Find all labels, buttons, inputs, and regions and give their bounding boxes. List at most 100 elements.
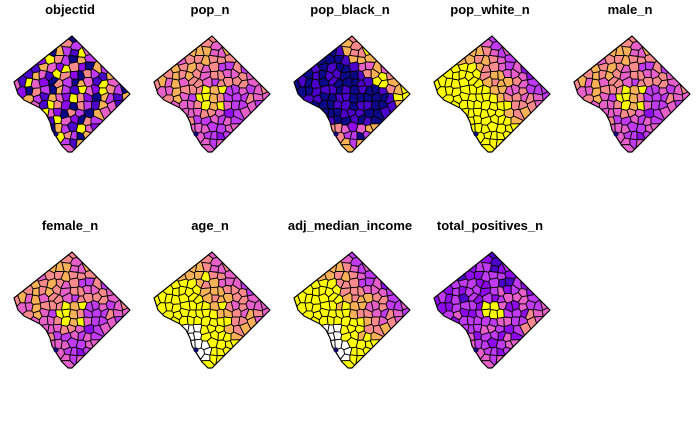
census-tract xyxy=(229,339,270,368)
census-tract xyxy=(519,36,550,75)
map-panel: total_positives_n xyxy=(420,216,560,432)
census-tract xyxy=(161,107,190,134)
census-tract xyxy=(392,308,404,318)
dc-boundary xyxy=(573,35,691,153)
census-tract xyxy=(326,315,335,326)
census-tract xyxy=(502,346,537,368)
census-tract xyxy=(306,36,339,58)
census-tract xyxy=(222,130,257,152)
dc-boundary xyxy=(153,251,271,369)
census-tract xyxy=(252,92,264,102)
census-tract xyxy=(496,308,505,319)
choropleth-map xyxy=(433,35,551,153)
census-tract xyxy=(259,282,270,311)
census-tract xyxy=(89,123,130,152)
map-panel: pop_white_n xyxy=(420,0,560,216)
choropleth-map xyxy=(573,35,691,153)
census-tract xyxy=(362,346,397,368)
census-tract xyxy=(488,61,500,73)
census-tract xyxy=(294,123,336,152)
dc-boundary xyxy=(293,35,411,153)
census-tract xyxy=(14,316,41,359)
island-tract xyxy=(473,347,479,353)
census-tract xyxy=(635,139,667,152)
census-tract xyxy=(52,252,74,264)
census-tract xyxy=(606,99,615,110)
census-tract xyxy=(466,315,475,326)
map-panel: male_n xyxy=(560,0,700,216)
census-tract xyxy=(495,355,527,368)
map-panel: objectid xyxy=(0,0,140,216)
census-tract xyxy=(229,123,270,152)
census-tract xyxy=(452,131,486,152)
census-tract xyxy=(192,36,214,48)
census-tract xyxy=(14,310,34,342)
census-tract xyxy=(379,36,410,75)
census-tract xyxy=(434,40,454,79)
census-tract xyxy=(215,355,247,368)
choropleth-map xyxy=(153,35,271,153)
census-tract xyxy=(192,331,203,341)
census-tract xyxy=(294,40,314,79)
census-tract xyxy=(434,256,454,295)
census-tract xyxy=(76,308,85,319)
panel-title: pop_n xyxy=(190,2,230,17)
census-tract xyxy=(294,316,321,359)
census-tract xyxy=(178,360,219,368)
census-tract xyxy=(489,130,498,141)
island-tract xyxy=(473,131,479,137)
panel-title: male_n xyxy=(607,2,653,17)
census-tract xyxy=(252,308,264,318)
census-tract xyxy=(628,61,640,73)
census-tract xyxy=(192,252,214,264)
census-tract xyxy=(21,323,50,350)
census-tract xyxy=(68,277,80,289)
map-panel: female_n xyxy=(0,216,140,432)
census-tract xyxy=(598,144,639,152)
census-tract xyxy=(332,252,354,264)
census-tract xyxy=(326,99,335,110)
census-tract xyxy=(659,36,690,75)
census-tract xyxy=(679,66,690,95)
census-tract xyxy=(312,131,346,152)
census-tract xyxy=(399,282,410,311)
census-tract xyxy=(434,316,461,359)
census-tract xyxy=(301,323,330,350)
census-tract xyxy=(434,310,454,342)
census-tract xyxy=(355,355,387,368)
census-tract xyxy=(472,331,483,341)
census-tract xyxy=(502,130,537,152)
census-tract xyxy=(209,346,218,357)
census-tract xyxy=(172,131,206,152)
census-tract xyxy=(32,131,66,152)
census-tract xyxy=(154,339,196,368)
census-tract xyxy=(89,339,130,368)
choropleth-map xyxy=(293,251,411,369)
census-tract xyxy=(14,256,34,295)
census-tract xyxy=(52,331,63,341)
census-tract xyxy=(458,360,499,368)
census-tract xyxy=(369,123,410,152)
map-panel: pop_n xyxy=(140,0,280,216)
census-tract xyxy=(186,99,195,110)
census-tract xyxy=(222,346,257,368)
choropleth-map xyxy=(153,251,271,369)
census-tract xyxy=(209,130,218,141)
census-tract xyxy=(472,36,494,48)
census-tract xyxy=(239,252,270,291)
census-tract xyxy=(434,339,476,368)
census-tract xyxy=(46,99,55,110)
census-tract xyxy=(672,92,684,102)
panel-title: pop_white_n xyxy=(450,2,530,17)
census-tract xyxy=(441,323,470,350)
census-tract xyxy=(69,346,78,357)
dc-boundary xyxy=(13,35,131,153)
census-tract xyxy=(294,100,321,143)
census-tract xyxy=(75,139,107,152)
census-tract xyxy=(379,252,410,291)
census-tract xyxy=(14,100,41,143)
census-tract xyxy=(294,94,314,126)
census-tract xyxy=(38,144,79,152)
census-tract xyxy=(318,360,359,368)
census-tract xyxy=(612,115,623,125)
